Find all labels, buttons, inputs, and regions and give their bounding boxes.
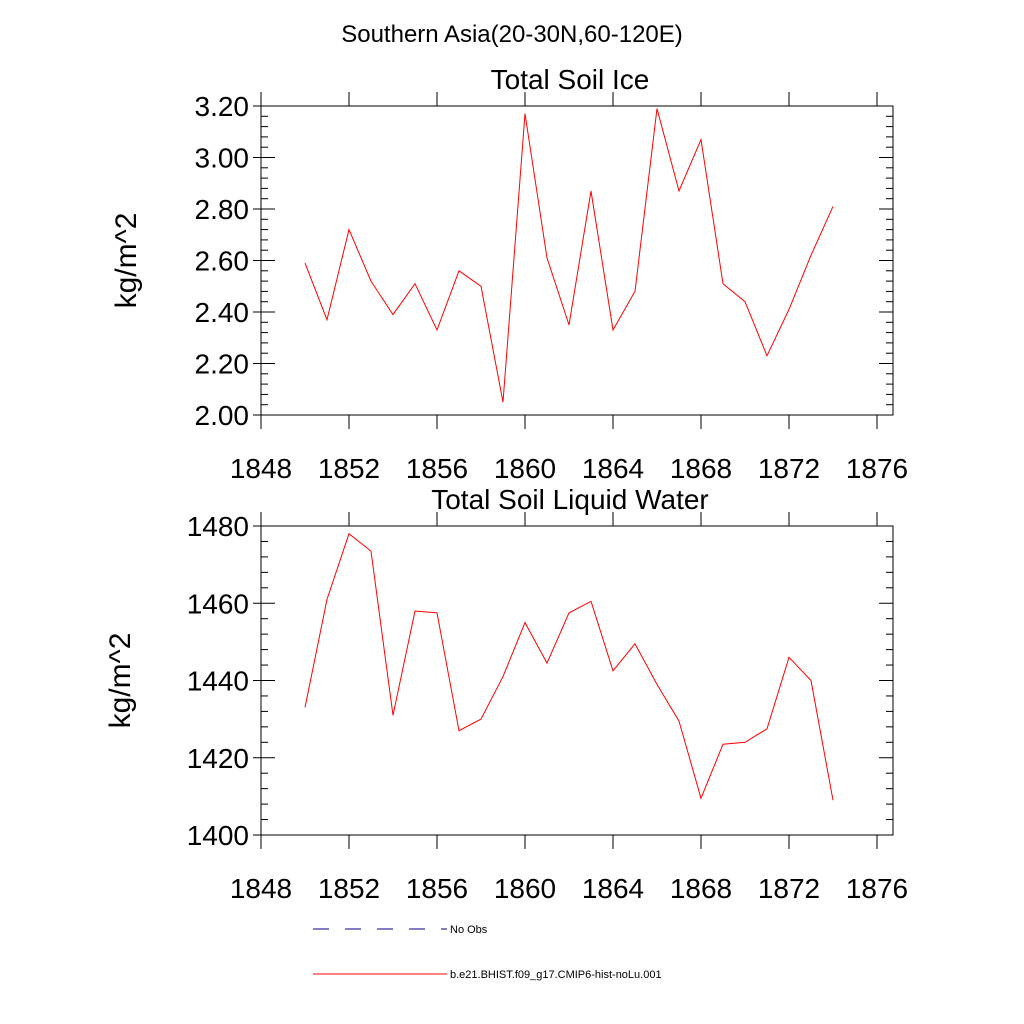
y-tick-label: 2.20 — [195, 349, 250, 380]
legend-label-1: No Obs — [450, 924, 488, 936]
y-tick-label: 3.00 — [195, 143, 250, 174]
x-tick-label: 1872 — [758, 453, 820, 484]
series-line — [304, 108, 834, 403]
x-tick-label: 1856 — [406, 873, 468, 904]
legend: No Obs b.e21.BHIST.f09_g17.CMIP6-hist-noL… — [313, 924, 662, 981]
y-axis-label: kg/m^2 — [110, 213, 143, 309]
y-tick-label: 1480 — [187, 511, 249, 542]
y-tick-label: 3.20 — [195, 91, 250, 122]
x-tick-label: 1860 — [494, 873, 556, 904]
x-tick-label: 1876 — [846, 873, 908, 904]
x-tick-label: 1872 — [758, 873, 820, 904]
x-tick-label: 1864 — [582, 453, 644, 484]
y-tick-label: 2.40 — [195, 297, 250, 328]
x-tick-label: 1848 — [230, 873, 292, 904]
panel-title: Total Soil Liquid Water — [431, 484, 709, 515]
y-tick-label: 1440 — [187, 666, 249, 697]
x-tick-label: 1856 — [406, 453, 468, 484]
x-tick-label: 1852 — [318, 873, 380, 904]
x-tick-label: 1864 — [582, 873, 644, 904]
y-tick-label: 2.60 — [195, 246, 250, 277]
y-tick-label: 1460 — [187, 588, 249, 619]
x-tick-label: 1868 — [670, 453, 732, 484]
series-line — [304, 532, 834, 801]
y-tick-label: 2.80 — [195, 194, 250, 225]
figure-main-title: Southern Asia(20-30N,60-120E) — [341, 21, 683, 48]
x-tick-label: 1868 — [670, 873, 732, 904]
y-tick-label: 1420 — [187, 743, 249, 774]
x-tick-label: 1860 — [494, 453, 556, 484]
x-tick-label: 1848 — [230, 453, 292, 484]
y-tick-label: 2.00 — [195, 400, 250, 431]
y-tick-label: 1400 — [187, 820, 249, 851]
y-axis-label: kg/m^2 — [104, 633, 137, 729]
panel-title: Total Soil Ice — [491, 64, 650, 95]
panel-2: Total Soil Liquid Water kg/m^2 1400 1420 144… — [104, 484, 908, 904]
legend-label-2: b.e21.BHIST.f09_g17.CMIP6-hist-noLu.001 — [450, 969, 662, 981]
x-tick-label: 1876 — [846, 453, 908, 484]
chart-panels: Total Soil Ice kg/m^2 2.00 2.20 2.40 2.60 2.80… — [104, 64, 908, 904]
panel-1: Total Soil Ice kg/m^2 2.00 2.20 2.40 2.60 2.80… — [110, 64, 908, 484]
x-tick-label: 1852 — [318, 453, 380, 484]
